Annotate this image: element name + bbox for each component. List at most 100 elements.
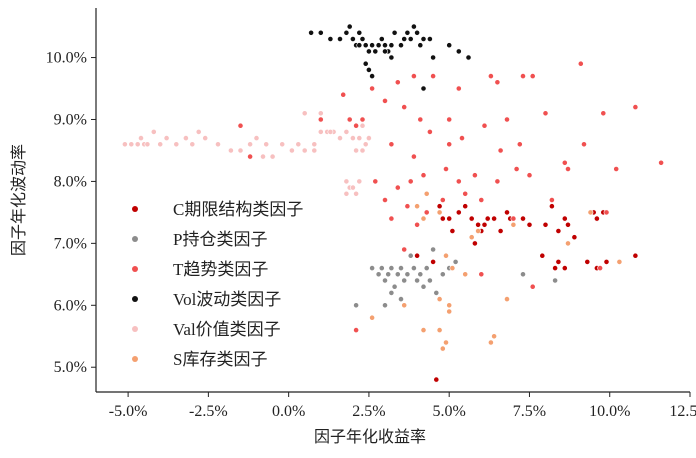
x-tick-label: 12.5% [669,403,696,420]
scatter-point [436,296,443,302]
scatter-point [253,135,260,141]
scatter-point [369,85,375,92]
series-4 [122,110,372,197]
y-tick-label: 9.0% [54,111,87,128]
scatter-point [122,141,128,148]
scatter-point [436,327,443,333]
scatter-point [561,215,568,222]
scatter-point [388,289,395,296]
scatter-point [552,265,558,271]
scatter-point [417,271,424,278]
x-axis-title: 因子年化收益率 [314,428,426,446]
scatter-point [423,190,430,197]
scatter-point [263,141,270,148]
scatter-point [356,178,363,185]
scatter-point [555,228,562,234]
scatter-point [443,252,449,259]
scatter-point [391,283,398,290]
scatter-point [414,221,420,228]
scatter-point [385,271,392,278]
scatter-point [446,116,453,123]
scatter-point [561,265,568,271]
scatter-point [658,159,664,166]
scatter-point [603,258,610,265]
scatter-point [414,29,420,36]
y-tick-label: 10.0% [46,50,87,67]
scatter-point [410,23,417,30]
scatter-point [504,209,510,216]
scatter-point [372,178,379,185]
scatter-point [439,197,446,203]
y-tick-label: 5.0% [54,359,87,376]
scatter-point [138,135,144,141]
scatter-point [516,141,523,148]
scatter-point [346,23,353,30]
scatter-point [404,271,411,278]
y-tick-label: 6.0% [54,297,87,314]
scatter-point [587,209,594,216]
scatter-point [452,258,459,265]
scatter-point [247,153,253,160]
scatter-point [359,147,366,154]
scatter-point [388,141,395,148]
scatter-point [581,141,587,148]
scatter-point [439,271,446,278]
scatter-point [388,42,395,49]
scatter-point [420,85,427,92]
scatter-point [481,221,488,228]
scatter-point [308,29,314,36]
scatter-point [529,73,536,79]
x-tick-label: -2.5% [189,403,228,420]
scatter-point [455,85,462,92]
scatter-point [484,215,491,222]
scatter-point [414,252,420,259]
scatter-point [356,42,363,49]
scatter-point [398,296,404,302]
scatter-point [260,153,266,160]
scatter-point [173,141,180,148]
scatter-point [446,42,453,49]
scatter-point [410,153,417,160]
scatter-point [632,104,639,110]
scatter-point [394,79,401,86]
scatter-point [353,147,359,154]
scatter-point [420,327,427,333]
scatter-point [600,110,607,117]
scatter-point [375,271,382,278]
scatter-point [317,128,324,135]
scatter-point [317,29,324,36]
scatter-point [504,296,510,302]
scatter-point [388,54,395,61]
scatter-point [446,302,453,309]
scatter-point [362,141,369,148]
scatter-point [487,339,494,346]
scatter-point [163,135,170,141]
scatter-point [311,141,318,148]
scatter-point [382,42,388,49]
scatter-point [433,289,440,296]
scatter-point [359,36,366,42]
scatter-point [478,271,485,278]
legend: C期限结构类因子 P持仓类因子 T趋势类因子 Vol波动类因子 Val价值类因子 S库存类… [132,200,303,369]
scatter-point [494,178,501,185]
scatter-point [420,283,427,290]
scatter-point [430,54,436,61]
scatter-point [362,60,369,67]
scatter-point [471,240,478,247]
legend-label: S库存类因子 [173,350,267,369]
scatter-point [337,135,343,141]
scatter-point [565,166,571,172]
scatter-point [311,147,318,154]
scatter-point [446,308,453,315]
scatter-point [459,135,465,141]
scatter-point [401,277,408,284]
x-tick-label: -5.0% [109,403,148,420]
scatter-point [288,147,295,154]
y-tick-label: 8.0% [54,173,87,190]
scatter-point [353,327,359,333]
scatter-point [475,221,481,228]
x-tick-label: 10.0% [589,403,630,420]
y-axis-title: 因子年化波动率 [10,144,28,256]
scatter-point [426,277,433,284]
scatter-point [189,141,196,148]
